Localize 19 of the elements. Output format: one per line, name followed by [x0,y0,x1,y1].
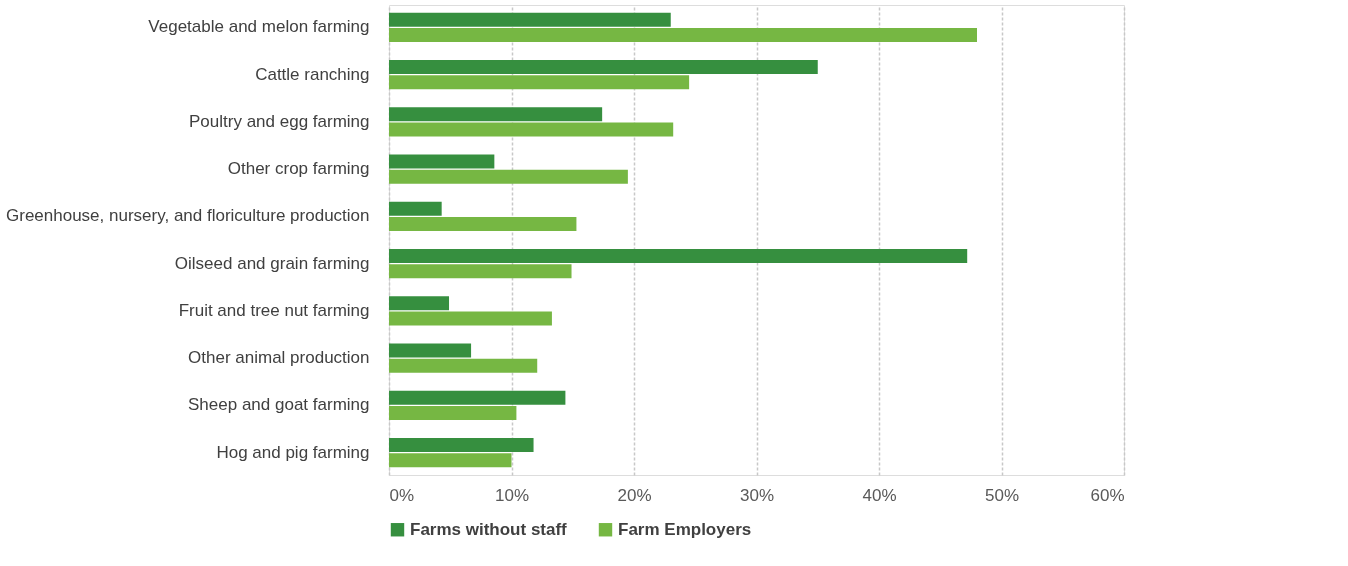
y-tick-label: Cattle ranching [255,64,370,84]
y-tick-label: Poultry and egg farming [189,111,370,131]
y-tick-label: Hog and pig farming [216,442,370,462]
y-tick-label: Other crop farming [227,159,370,179]
y-tick-label: Vegetable and melon farming [148,17,370,37]
y-tick-label: Greenhouse, nursery, and floriculture production [6,206,370,226]
y-tick-label: Sheep and goat farming [188,395,370,415]
x-tick-label: 20% [617,485,652,505]
legend-label: Farms without staff [410,519,568,539]
legend-label: Farm Employers [618,519,752,539]
x-tick-label: 50% [984,485,1020,505]
x-tick-label: 40% [862,485,897,505]
y-tick-label: Fruit and tree nut farming [178,300,370,320]
y-tick-label: Other animal production [188,348,370,368]
x-tick-label: 10% [494,485,530,505]
x-tick-label: 60% [1090,485,1125,505]
y-tick-label: Oilseed and grain farming [174,253,370,273]
x-tick-label: 30% [739,485,775,505]
x-tick-label: 0% [389,485,415,505]
